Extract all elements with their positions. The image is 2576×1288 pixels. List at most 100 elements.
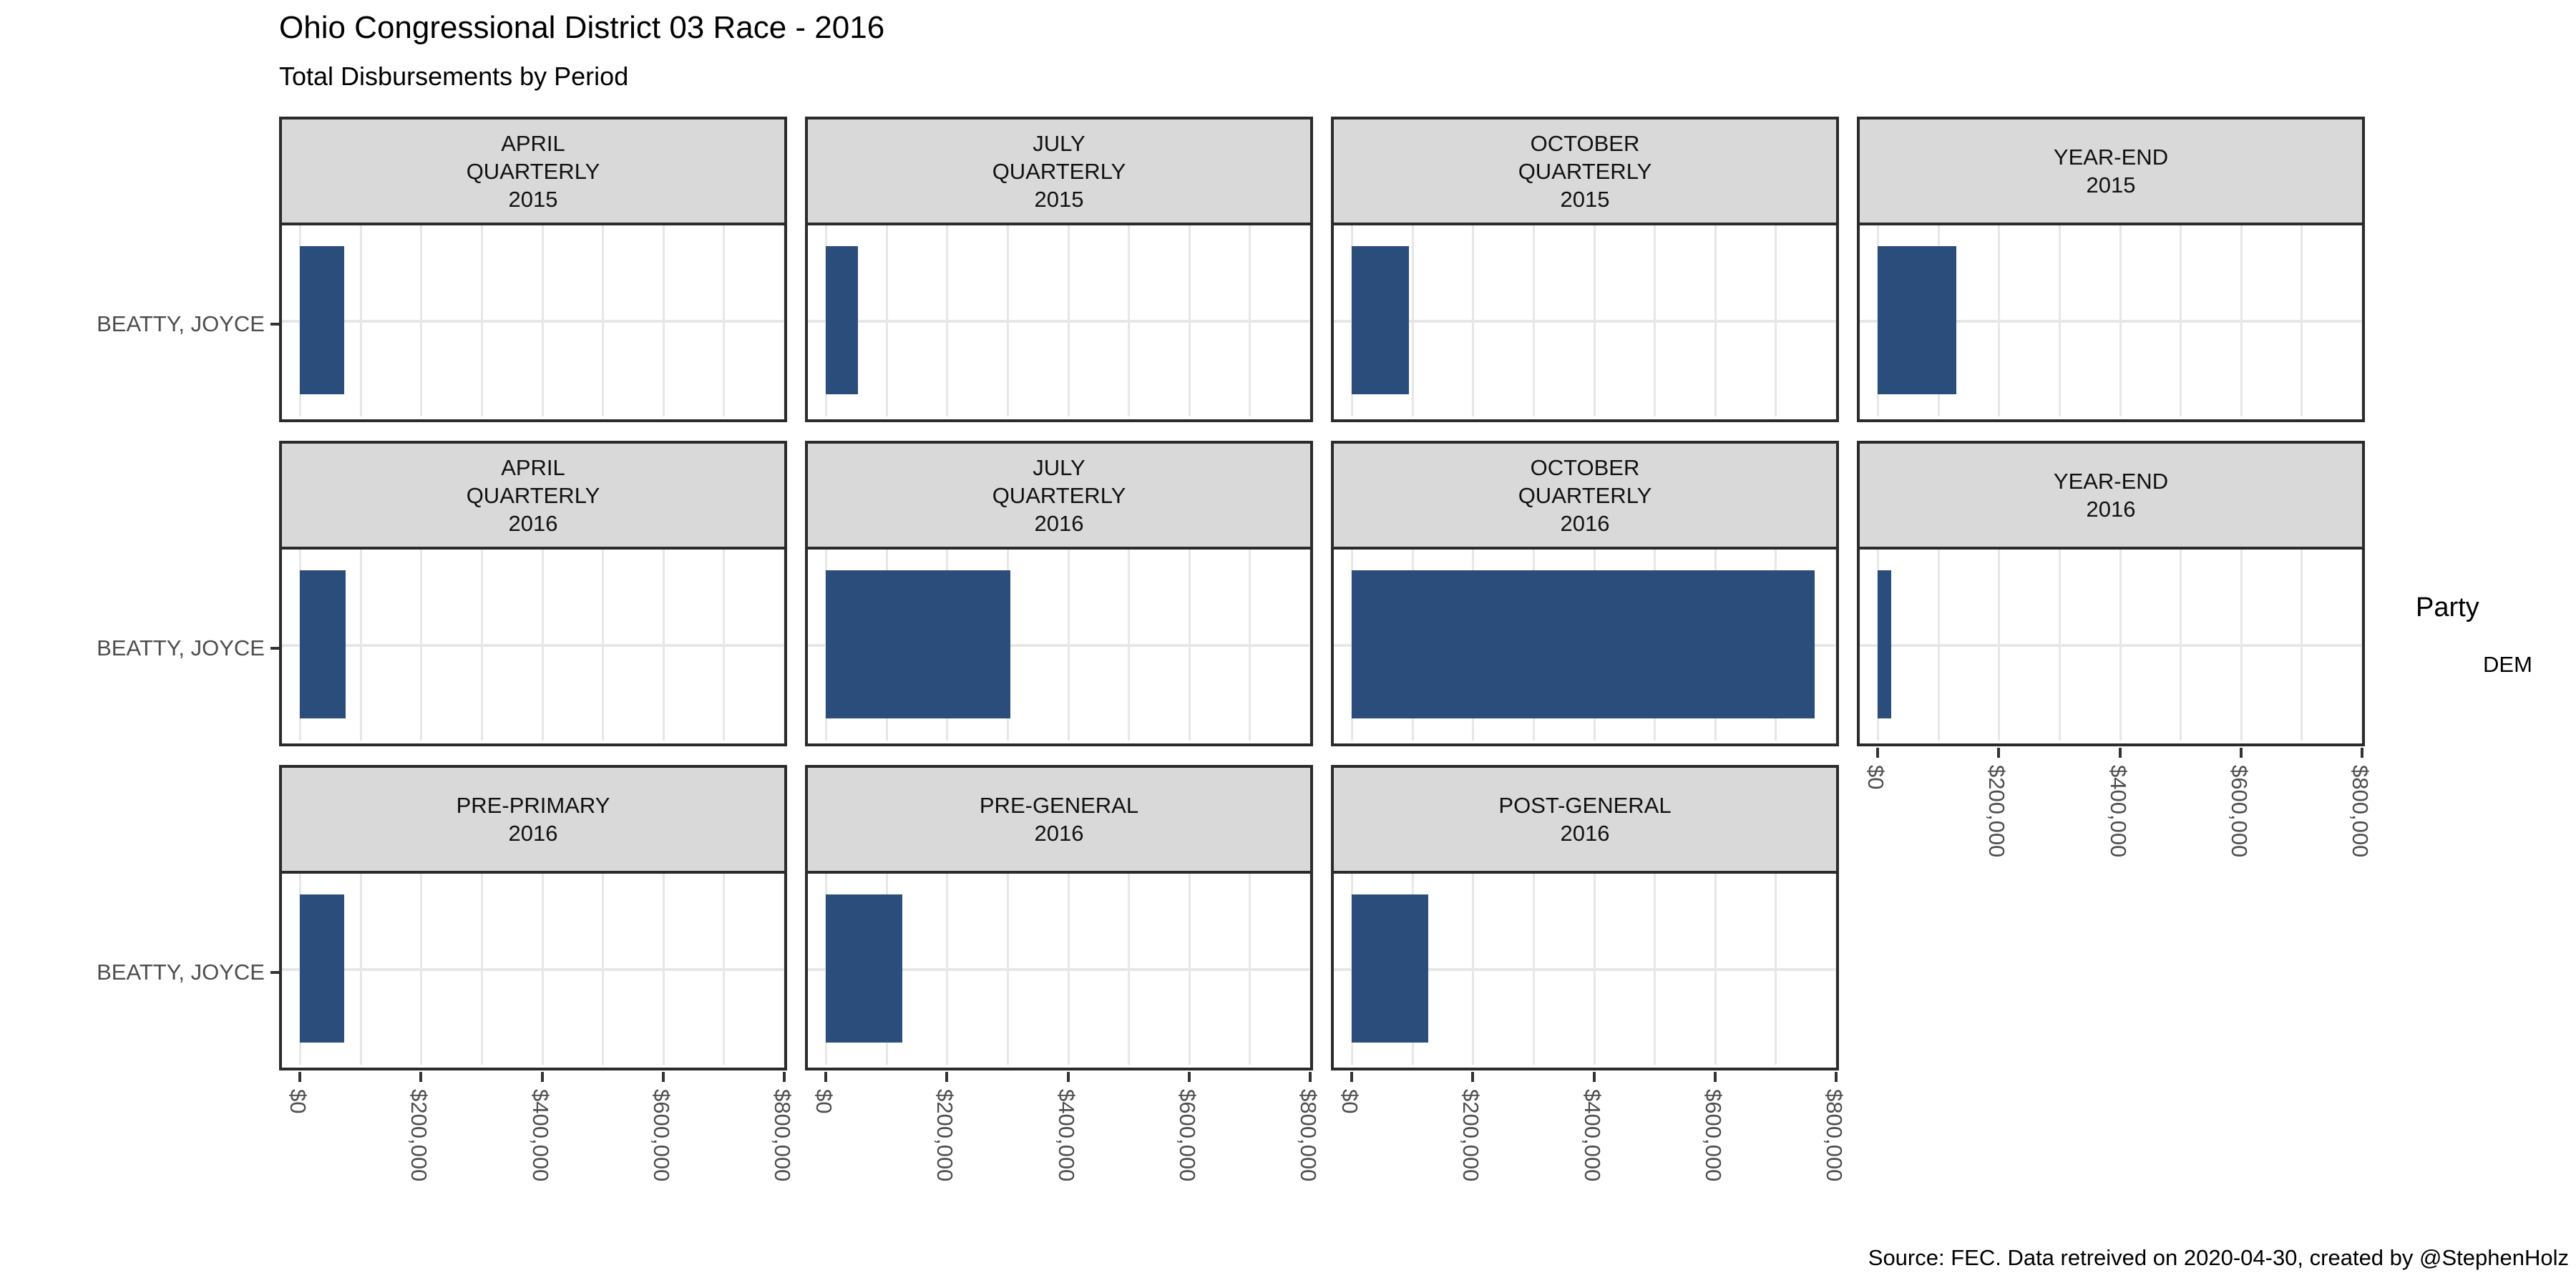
x-tick-label: $400,000: [527, 1089, 553, 1182]
facet-panel-pre-primary-2016: [279, 874, 787, 1070]
facet-header-april-quarterly-2015: APRIL QUARTERLY 2015: [279, 117, 787, 225]
gridline-horizontal: [282, 643, 784, 647]
facet-header-line: OCTOBER: [1530, 454, 1640, 480]
x-tick-label: $800,000: [770, 1089, 795, 1182]
panel-area: [1334, 874, 1836, 1065]
bar-july-quarterly-2015: [826, 246, 858, 394]
x-tick-mark: [2361, 748, 2363, 758]
x-tick-label: $200,000: [1984, 765, 2010, 858]
facet-header-line: QUARTERLY: [1518, 158, 1652, 184]
facet-header-line: 2015: [508, 186, 558, 212]
facet-header-line: QUARTERLY: [992, 482, 1126, 508]
x-tick-mark: [298, 1072, 301, 1082]
gridline-horizontal: [1860, 643, 2362, 647]
x-tick-mark: [2239, 748, 2243, 758]
gridline-horizontal: [1334, 967, 1836, 971]
facet-header-line: 2016: [1034, 510, 1084, 536]
panel-area: [1860, 550, 2362, 741]
x-tick-label: $0: [1863, 765, 1888, 790]
legend-entry-label: DEM: [2483, 652, 2532, 677]
facet-panel-july-quarterly-2015: [805, 225, 1313, 422]
facet-header-pre-primary-2016: PRE-PRIMARY 2016: [279, 765, 787, 874]
facet-header-line: 2016: [508, 821, 558, 846]
bar-april-quarterly-2016: [300, 570, 346, 718]
facet-header-line: PRE-PRIMARY: [456, 793, 610, 818]
y-tick-mark: [270, 970, 279, 974]
x-tick-label: $600,000: [1700, 1089, 1726, 1182]
panel-area: [1334, 225, 1836, 416]
x-tick-label: $200,000: [1458, 1089, 1484, 1182]
facet-header-line: PRE-GENERAL: [979, 793, 1139, 818]
facet-header-line: QUARTERLY: [466, 482, 600, 508]
x-tick-label: $600,000: [648, 1089, 674, 1182]
facet-header-line: QUARTERLY: [992, 158, 1126, 184]
x-tick-label: $400,000: [1579, 1089, 1605, 1182]
x-tick-mark: [419, 1072, 423, 1082]
gridline-horizontal: [282, 967, 784, 971]
source-caption: Source: FEC. Data retreived on 2020-04-3…: [1868, 1245, 2569, 1270]
panel-area: [1860, 225, 2362, 416]
facet-header-line: 2015: [1034, 186, 1084, 212]
facet-header-post-general-2016: POST-GENERAL 2016: [1331, 765, 1839, 874]
x-tick-label: $200,000: [932, 1089, 958, 1182]
legend-title: Party: [2416, 592, 2479, 623]
facet-header-line: YEAR-END: [2053, 145, 2169, 170]
y-axis-label-row3: BEATTY, JOYCE: [97, 959, 265, 985]
y-axis-label-row2: BEATTY, JOYCE: [97, 635, 265, 660]
facet-panel-april-quarterly-2016: [279, 550, 787, 746]
legend-entry: DEM: [2416, 640, 2532, 689]
legend-swatch-dem: [2416, 640, 2464, 689]
facet-header-line: 2016: [2086, 497, 2136, 522]
gridline-horizontal: [282, 319, 784, 323]
facet-header-line: APRIL: [501, 454, 565, 480]
facet-panel-july-quarterly-2016: [805, 550, 1313, 746]
gridline-horizontal: [808, 967, 1310, 971]
facet-header-year-end-2015: YEAR-END 2015: [1857, 117, 2365, 225]
facet-panel-october-quarterly-2016: [1331, 550, 1839, 746]
facet-header-line: YEAR-END: [2053, 469, 2169, 494]
facet-header-line: 2016: [1560, 510, 1610, 536]
x-tick-label: $800,000: [2348, 765, 2373, 858]
x-tick-mark: [661, 1072, 665, 1082]
x-tick-label: $800,000: [1822, 1089, 1847, 1182]
x-tick-mark: [540, 1072, 544, 1082]
legend: Party DEM: [2416, 592, 2532, 689]
x-tick-mark: [1471, 1072, 1475, 1082]
gridline-horizontal: [808, 319, 1310, 323]
x-tick-label: $600,000: [1174, 1089, 1200, 1182]
facet-panel-april-quarterly-2015: [279, 225, 787, 422]
x-tick-mark: [1187, 1072, 1191, 1082]
facet-header-october-quarterly-2015: OCTOBER QUARTERLY 2015: [1331, 117, 1839, 225]
facet-panel-october-quarterly-2015: [1331, 225, 1839, 422]
bar-post-general-2016: [1352, 894, 1428, 1043]
x-tick-label: $0: [811, 1089, 836, 1114]
bar-july-quarterly-2016: [826, 570, 1011, 718]
bar-april-quarterly-2015: [300, 246, 344, 394]
panel-area: [282, 550, 784, 741]
x-tick-mark: [2118, 748, 2122, 758]
x-tick-mark: [783, 1072, 786, 1082]
panel-area: [1334, 550, 1836, 741]
x-tick-label: $800,000: [1296, 1089, 1321, 1182]
facet-header-year-end-2016: YEAR-END 2016: [1857, 441, 2365, 550]
facet-header-line: QUARTERLY: [1518, 482, 1652, 508]
facet-header-line: QUARTERLY: [466, 158, 600, 184]
panel-area: [282, 225, 784, 416]
panel-area: [808, 550, 1310, 741]
gridline-horizontal: [1334, 319, 1836, 323]
x-tick-mark: [945, 1072, 949, 1082]
panel-area: [282, 874, 784, 1065]
facet-header-july-quarterly-2016: JULY QUARTERLY 2016: [805, 441, 1313, 550]
facet-header-line: APRIL: [501, 130, 565, 156]
facet-panel-year-end-2015: [1857, 225, 2365, 422]
x-tick-mark: [824, 1072, 827, 1082]
facet-header-july-quarterly-2015: JULY QUARTERLY 2015: [805, 117, 1313, 225]
facet-header-pre-general-2016: PRE-GENERAL 2016: [805, 765, 1313, 874]
x-tick-label: $600,000: [2226, 765, 2252, 858]
bar-year-end-2016: [1878, 570, 1891, 718]
panel-area: [808, 874, 1310, 1065]
facet-header-line: 2016: [1034, 821, 1084, 846]
facet-header-line: OCTOBER: [1530, 130, 1640, 156]
